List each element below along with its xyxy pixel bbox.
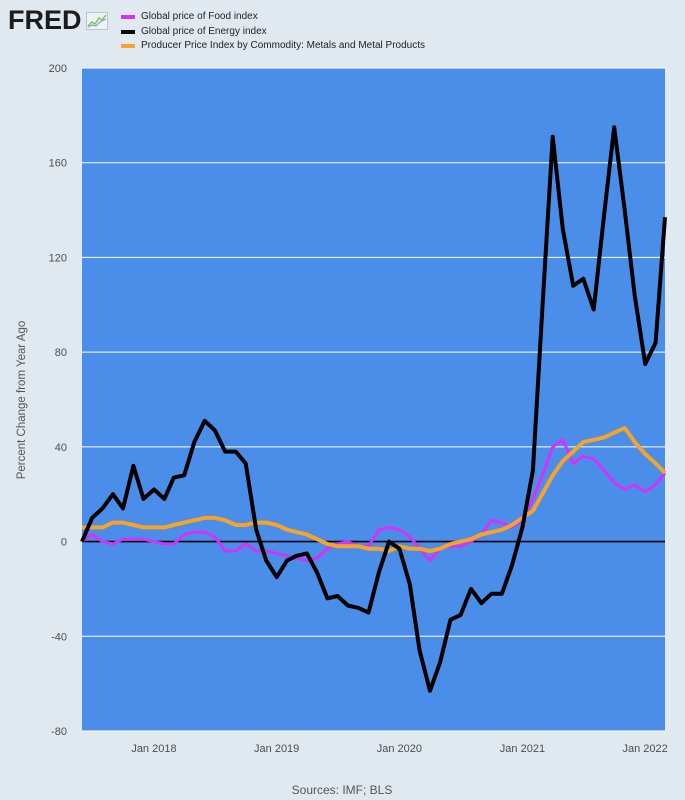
legend-item-metals: Producer Price Index by Commodity: Metal… [121,39,425,54]
y-tick-label: -40 [51,631,67,643]
energy-index-line [80,125,667,693]
legend: Global price of Food index Global price … [121,10,425,54]
x-tick-label: Jan 2019 [254,743,299,755]
y-tick-label: 0 [61,537,67,549]
food-index-line [81,438,667,562]
legend-swatch [121,15,135,20]
y-tick-label: 40 [55,442,67,454]
fred-logo: FRED [8,7,108,34]
metals-ppi-line [82,425,667,553]
line-graph-icon [85,11,108,30]
series-lines [80,125,667,693]
gridlines [82,67,665,732]
legend-item-food: Global price of Food index [121,10,425,25]
y-tick-label: -80 [51,726,67,738]
x-tick-label: Jan 2021 [500,743,545,755]
y-tick-label: 80 [55,347,67,359]
y-axis: 200 160 120 80 40 0 -40 -80 [49,63,67,738]
legend-label: Producer Price Index by Commodity: Metal… [141,40,426,52]
legend-label: Global price of Food index [141,11,258,23]
y-axis-title: Percent Change from Year Ago [16,321,28,480]
y-tick-label: 200 [49,63,67,75]
x-tick-label: Jan 2018 [131,743,176,755]
legend-item-energy: Global price of Energy index [121,25,425,40]
legend-swatch [121,29,135,34]
fred-logo-text: FRED [8,5,82,35]
y-tick-label: 120 [49,252,67,264]
x-tick-label: Jan 2020 [377,743,422,755]
source-note: Sources: IMF; BLS [292,783,393,797]
legend-label: Global price of Energy index [141,25,267,37]
legend-swatch [121,44,135,49]
plot-area [82,68,665,731]
x-axis: Jan 2018 Jan 2019 Jan 2020 Jan 2021 Jan 2022 [131,743,667,755]
y-tick-label: 160 [49,158,67,170]
x-tick-label: Jan 2022 [623,743,668,755]
